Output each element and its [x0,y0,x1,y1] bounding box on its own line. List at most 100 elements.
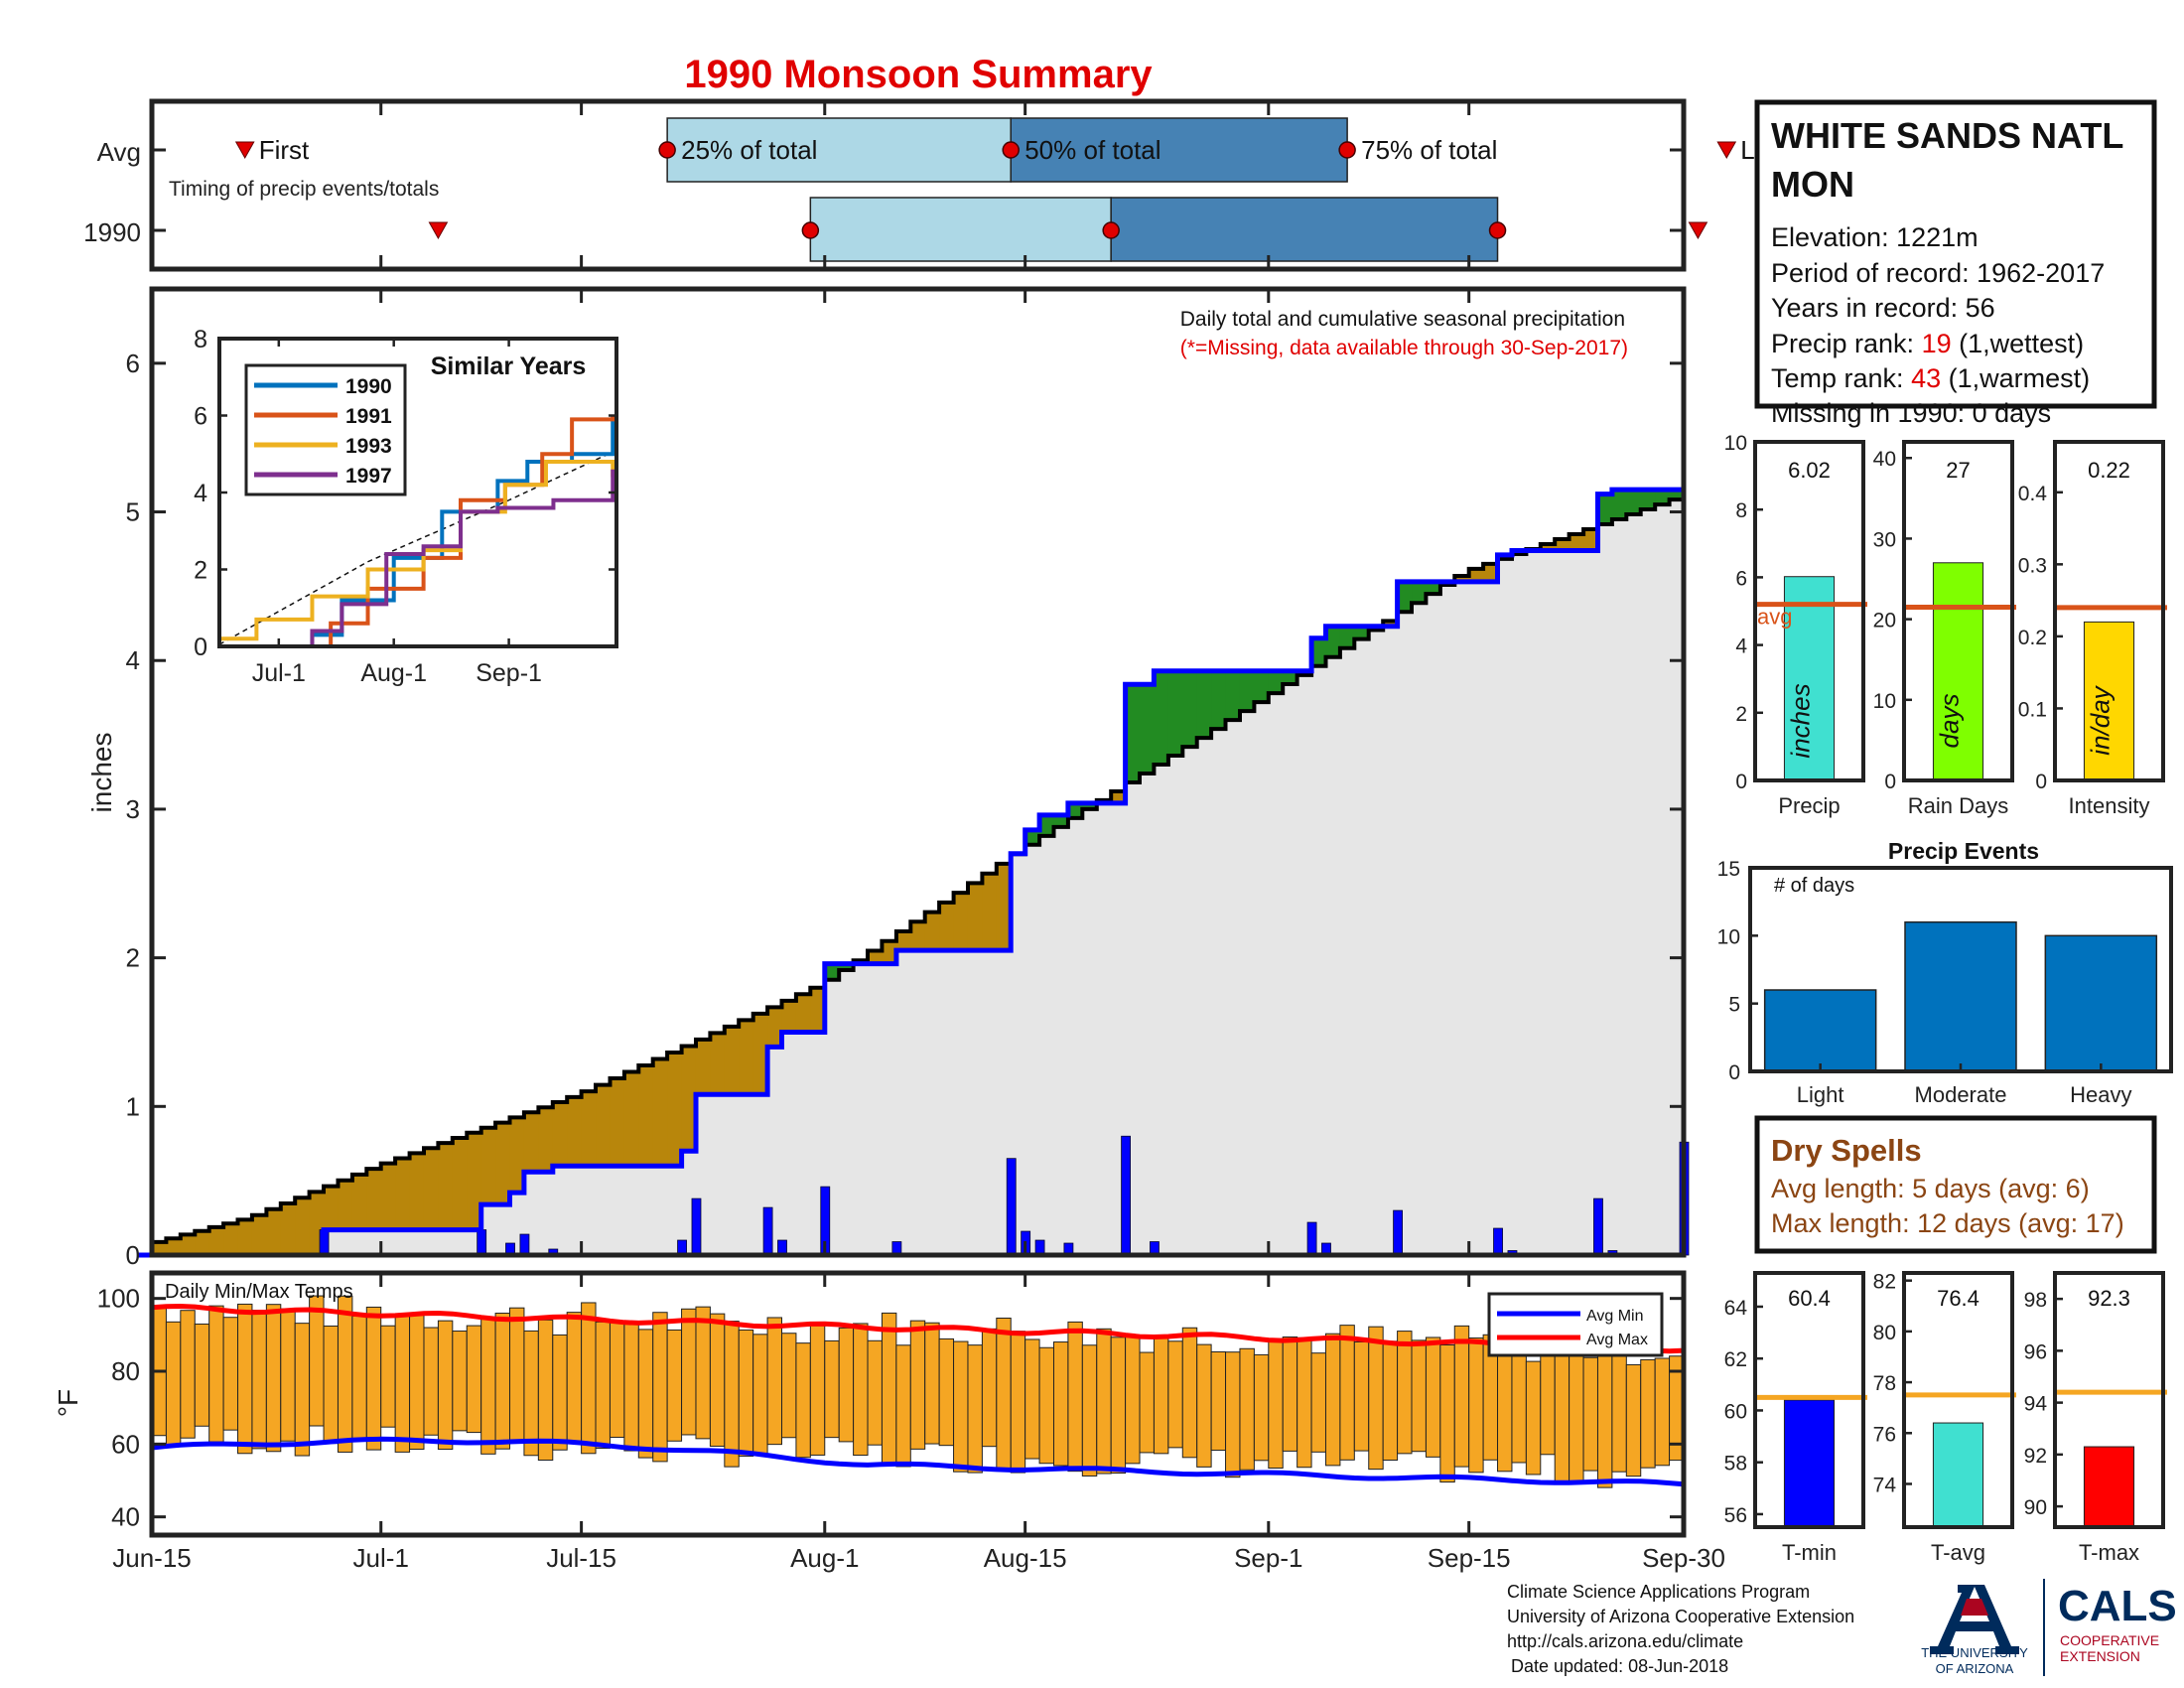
anomaly-fill [724,1026,740,1095]
anomaly-fill [523,1112,539,1173]
inset-series-1991 [219,415,615,648]
avg-q50-q75-box [1010,117,1348,183]
station-elevation: Elevation: 1221m [1771,222,1979,252]
precip-events-bar-moderate [1904,920,2017,1072]
daily-temp-bar [1411,1339,1427,1453]
temp-stat-bar-tick-label: 60 [1724,1400,1747,1423]
dry-spells-title: Dry Spells [1771,1133,1922,1168]
daily-temp-bar [365,1306,382,1451]
stat-bar-tick-label: 10 [1724,432,1747,455]
daily-precip-bar [477,1229,487,1256]
timing-caption: Timing of precip events/totals [169,178,439,201]
daily-temp-bar [666,1329,683,1442]
daily-temp-bars [151,1295,1685,1488]
daily-temp-bar [795,1342,811,1459]
precip-stat-bars: 0 2 4 6 8 10 6.02 Precip inches avg 0 10 20 30 40 27 Rai… [1724,432,2167,818]
inset-series-1997 [219,469,615,648]
inset-legend-label-1991: 1991 [345,405,392,428]
stat-bar-tick-label: 30 [1873,528,1896,551]
temp-stat-bar-tick-label: 56 [1724,1504,1747,1527]
daily-temp-bar [1525,1360,1542,1476]
daily-temp-bar [1453,1325,1470,1468]
anomaly-fill [351,1174,367,1230]
anomaly-fill [710,1033,726,1095]
avg-q25-q50-box [666,117,1012,183]
anomaly-fill [996,863,1012,951]
avg-q75-marker [1338,141,1356,159]
y-tick-label: 4 [126,645,140,675]
anomaly-fill [1468,568,1484,582]
anomaly-fill [868,950,884,964]
stat-bar-avg-text: avg [1757,605,1792,630]
anomaly-fill [781,1000,797,1033]
inset-average-line [218,449,617,645]
daily-temp-bar [1554,1339,1570,1483]
y-tick-label: 2 [126,943,140,973]
x-tick-label: Sep-30 [1642,1543,1725,1573]
daily-temp-bar [437,1320,454,1451]
cals-logo-text: CALS [2058,1582,2177,1630]
temp-stat-bar-tick-label: 64 [1724,1297,1748,1320]
anomaly-fill [1140,684,1156,774]
cumulative-1990-line [137,367,1687,1258]
anomaly-fill [767,1007,783,1048]
stat-bar-intensity: 0 0.1 0.2 0.3 0.4 0.22 Intensity in/day [2018,440,2167,818]
year-q75-marker [1488,221,1507,239]
temp-stat-t-avg: 74 76 78 80 82 76.4 T-avg [1873,1271,2016,1565]
daily-precip-bar [762,1206,773,1256]
x-tick-label: Sep-15 [1428,1543,1511,1573]
daily-temp-bar [480,1317,496,1455]
daily-temp-bar [237,1303,253,1455]
stat-bar-precip: 0 2 4 6 8 10 6.02 Precip inches avg [1724,432,1867,818]
year-first-marker [428,221,449,240]
inset-legend-entries: 1990 1991 1993 1997 [254,375,392,488]
avg-q25-label: 25% of total [681,135,817,165]
anomaly-fill [380,1163,396,1230]
daily-temp-bar [452,1331,468,1432]
daily-temp-bar [1540,1345,1556,1456]
temp-stat-bar-bar [2083,1446,2135,1528]
avg-first-marker [234,141,255,160]
temp-stat-bar-tick-label: 92 [2024,1445,2047,1468]
daily-temp-bar [953,1340,969,1473]
inset-x-tick-label: Aug-1 [360,659,427,687]
precip-events-y-tick-label: 0 [1728,1061,1740,1084]
daily-temp-bar [1052,1341,1069,1467]
stat-bar-tick-label: 2 [1735,703,1747,726]
inset-y-tick-label: 0 [194,633,207,661]
footer-line2: University of Arizona Cooperative Extens… [1507,1607,1854,1626]
daily-temp-bar [1253,1353,1270,1462]
avg-max-temp-line [151,1303,1685,1354]
temp-stat-bar-value-label: 60.4 [1788,1286,1831,1311]
temp-stat-bar-axis-label: T-min [1782,1540,1837,1565]
anomaly-fill [895,931,911,951]
y-tick-label: 3 [126,794,140,824]
daily-temp-bar [881,1312,897,1464]
anomaly-fill [467,1132,482,1230]
precip-note: Daily total and cumulative seasonal prec… [1180,308,1625,331]
daily-temp-bar [1353,1340,1370,1452]
anomaly-fill [1167,670,1183,757]
daily-temp-bar [724,1321,740,1468]
anomaly-fill [1669,490,1685,500]
temp-stat-bar-tick-label: 98 [2024,1289,2047,1312]
daily-temp-bar [1110,1336,1127,1475]
stat-bar-tick-label: 0.4 [2018,483,2048,505]
stat-bar-unit-label: inches [1786,683,1816,758]
daily-temp-bar [623,1322,639,1452]
daily-temp-bar [194,1323,210,1427]
temp-stat-bars: 56 58 60 62 64 60.4 T-min 74 76 78 80 82 76.4 T-avg 90… [1724,1271,2167,1565]
avg-q50-label: 50% of total [1024,135,1160,165]
daily-temp-bar [895,1344,911,1468]
year-q25-q50-box [809,197,1112,262]
year-last-marker [1688,221,1708,240]
daily-temp-bar [581,1302,597,1455]
daily-temp-bar [938,1337,955,1447]
stat-bar-value-label: 0.22 [2088,458,2130,483]
daily-temp-bar [1210,1350,1227,1452]
daily-temp-bar [337,1295,353,1453]
avg-last-marker [1716,141,1737,160]
anomaly-fill [495,1122,511,1205]
inset-title: Similar Years [431,352,587,380]
temp-stat-bar-tick-label: 78 [1873,1372,1896,1395]
